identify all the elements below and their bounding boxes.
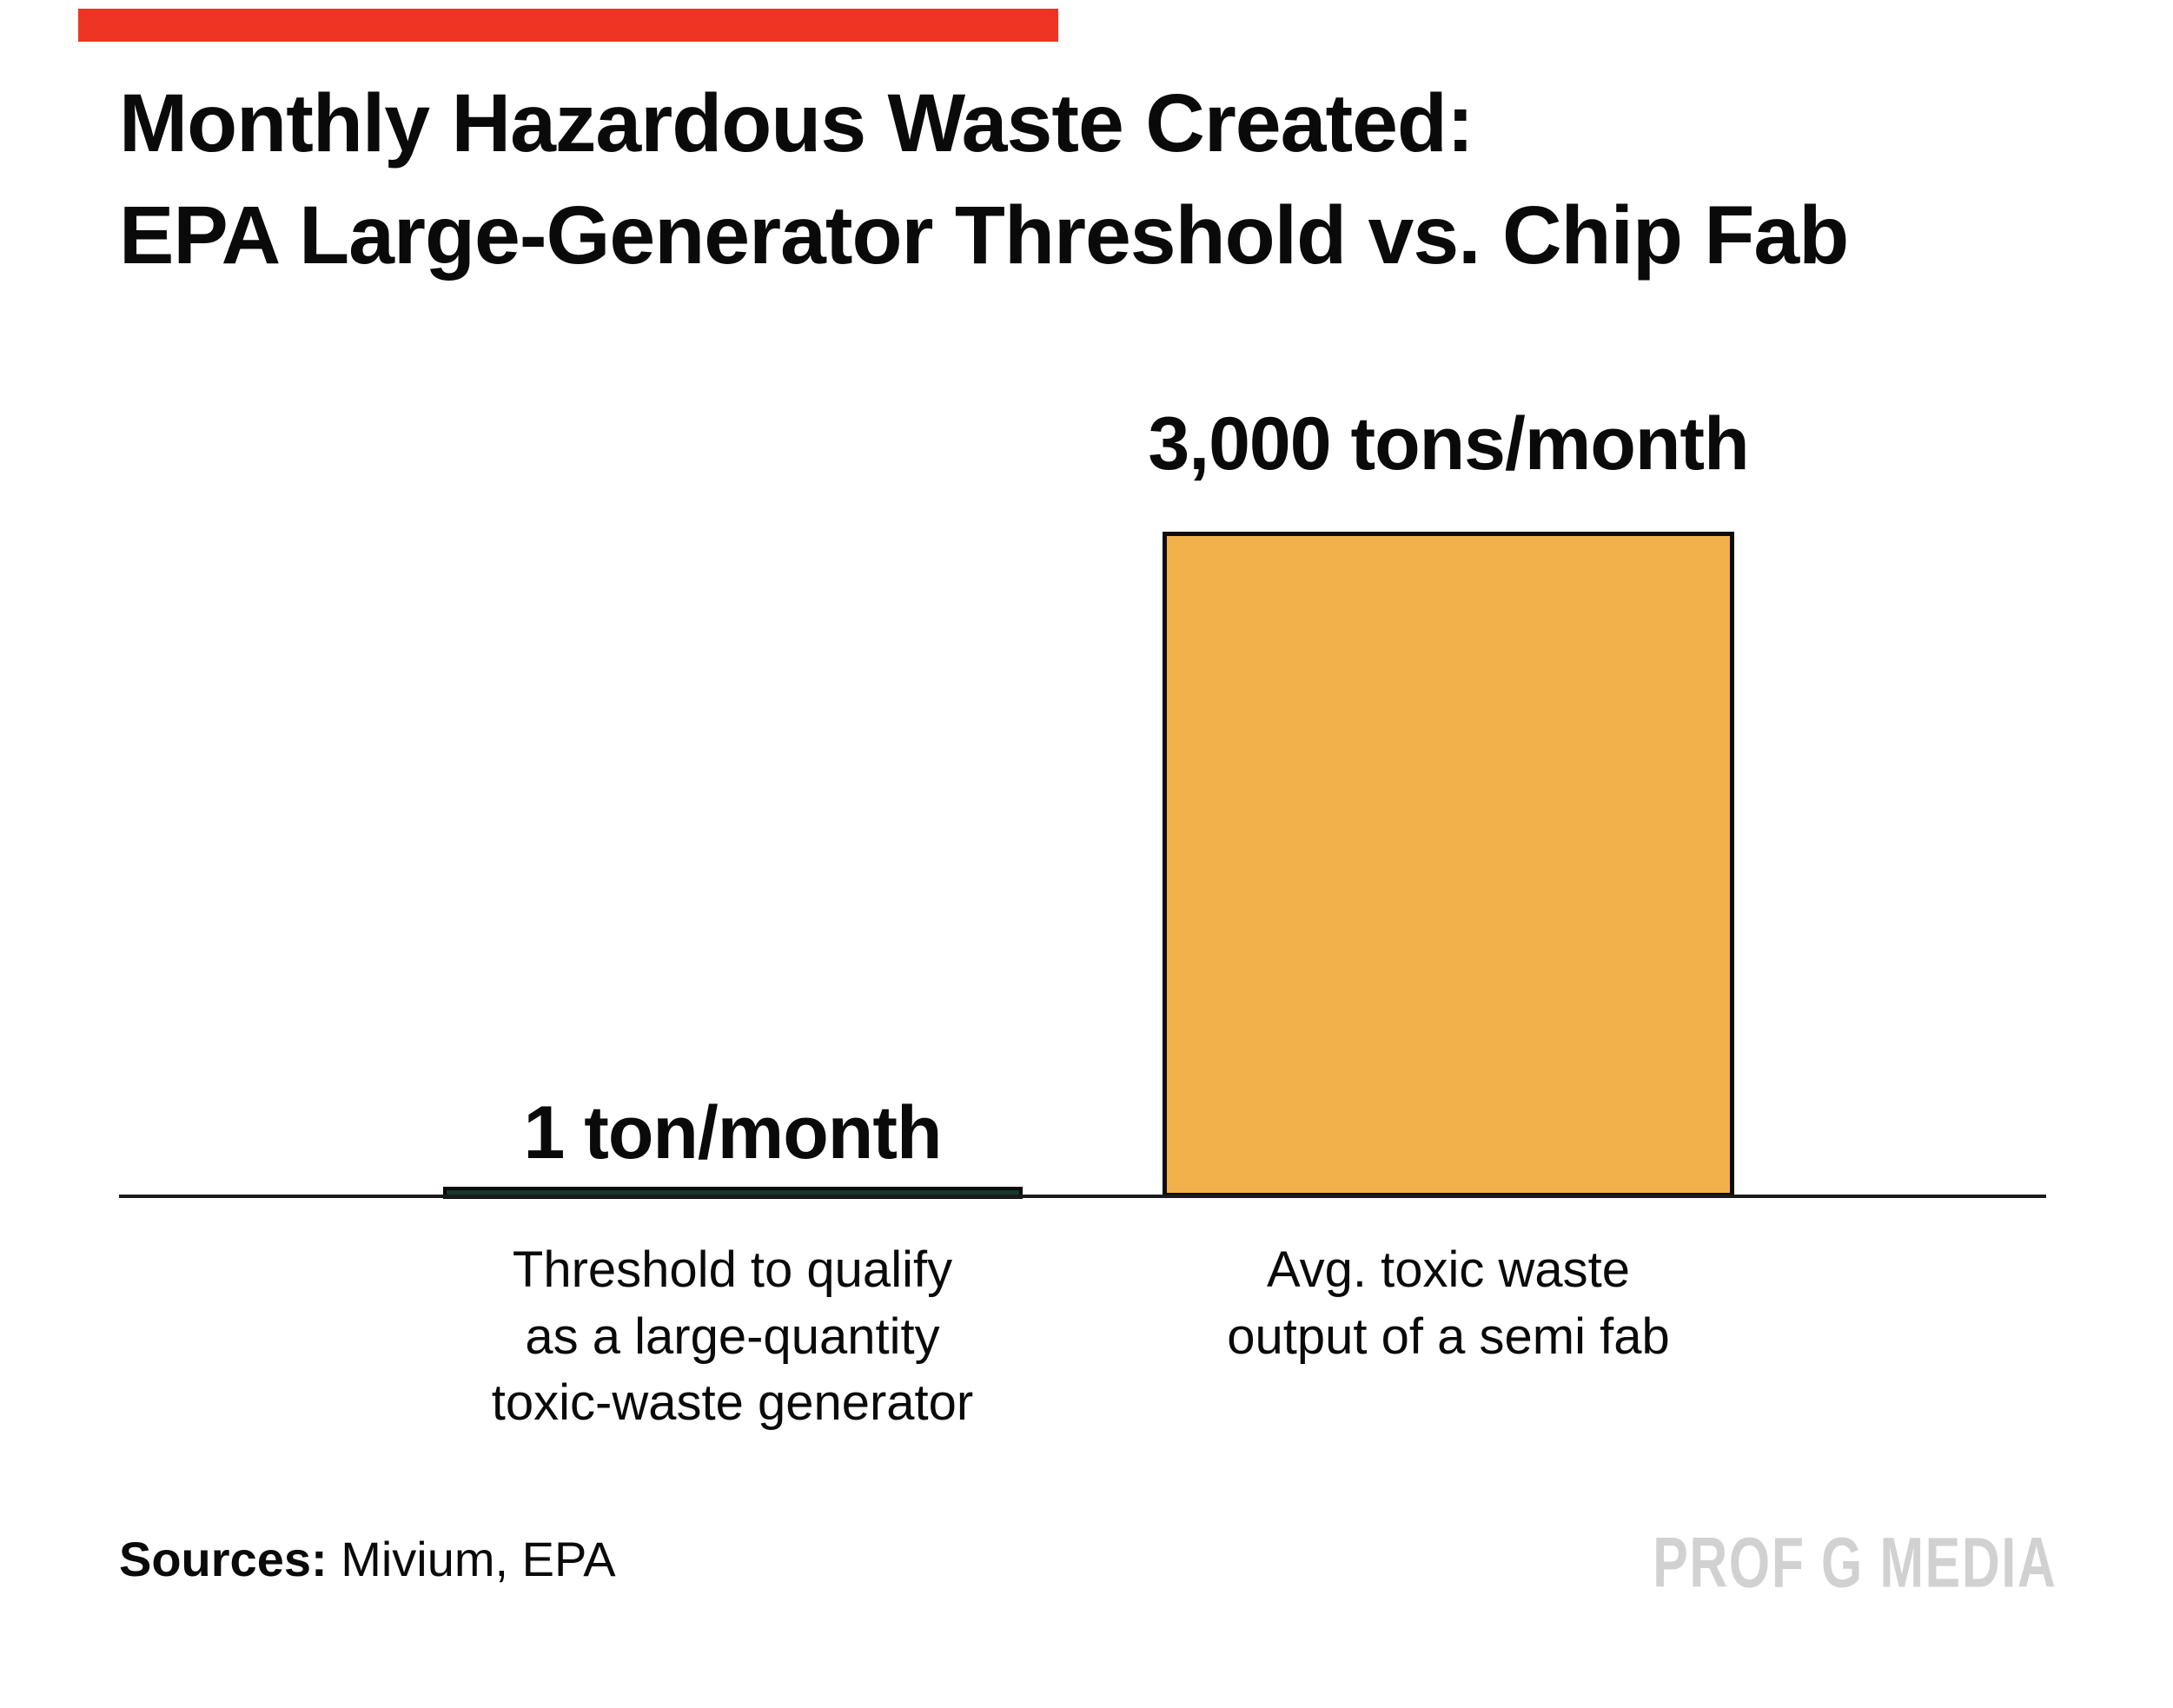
sources-line: Sources: Mivium, EPA (119, 1531, 616, 1587)
value-label-large-bar: 3,000 tons/month (1148, 402, 1749, 486)
category-label-chip-fab: Avg. toxic waste output of a semi fab (1227, 1241, 1670, 1365)
sources-value: Mivium, EPA (327, 1532, 616, 1586)
value-label-small-bar: 1 ton/month (523, 1091, 942, 1175)
sources-label: Sources: (119, 1532, 328, 1586)
prof-g-media-watermark: PROF G MEDIA (1652, 1523, 2057, 1603)
brand-accent-bar (78, 9, 1058, 42)
category-label-epa-threshold: Threshold to qualify as a large-quantity… (491, 1241, 974, 1432)
x-axis-baseline (119, 1195, 2046, 1198)
chart-title: Monthly Hazardous Waste Created: EPA Lar… (119, 77, 1849, 282)
bar-chip-fab (1163, 532, 1734, 1197)
